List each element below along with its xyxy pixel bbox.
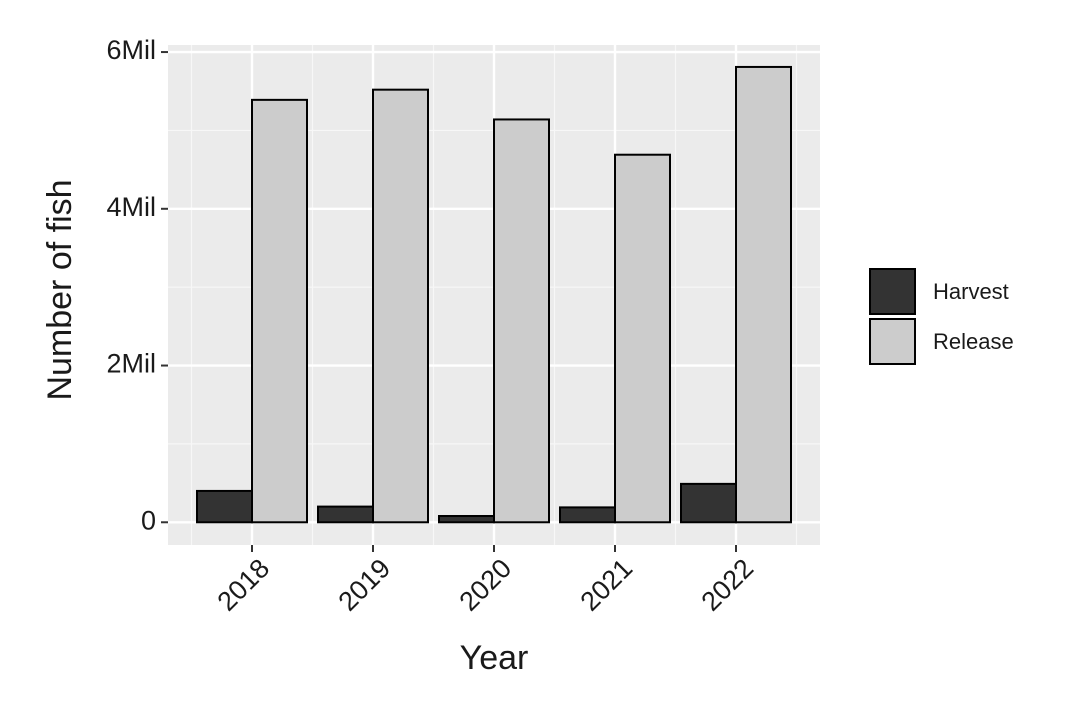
y-axis-title: Number of fish: [41, 179, 79, 400]
bar: [735, 65, 792, 524]
x-tick-label: 2022: [696, 553, 760, 617]
x-tick-label: 2018: [212, 553, 276, 617]
x-tick-label: 2020: [454, 553, 518, 617]
bar: [372, 88, 429, 524]
bar: [493, 118, 550, 524]
y-tick-label: 2Mil: [106, 349, 156, 379]
bar: [196, 489, 253, 524]
legend-key: [869, 318, 916, 365]
bar: [438, 515, 495, 524]
legend-label: Harvest: [933, 279, 1009, 304]
bar: [614, 153, 671, 524]
bar: [680, 482, 737, 524]
x-tick-label: 2021: [575, 553, 639, 617]
bar: [559, 506, 616, 524]
y-tick-label: 4Mil: [106, 192, 156, 222]
x-tick-label: 2019: [333, 553, 397, 617]
legend-label: Release: [933, 329, 1014, 354]
bar: [251, 98, 308, 524]
legend-key: [869, 268, 916, 315]
bar: [317, 505, 374, 524]
y-tick-label: 6Mil: [106, 35, 156, 65]
y-tick-label: 0: [141, 505, 156, 535]
x-axis-title: Year: [460, 639, 529, 677]
